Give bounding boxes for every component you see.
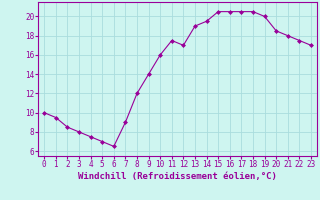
X-axis label: Windchill (Refroidissement éolien,°C): Windchill (Refroidissement éolien,°C) <box>78 172 277 181</box>
